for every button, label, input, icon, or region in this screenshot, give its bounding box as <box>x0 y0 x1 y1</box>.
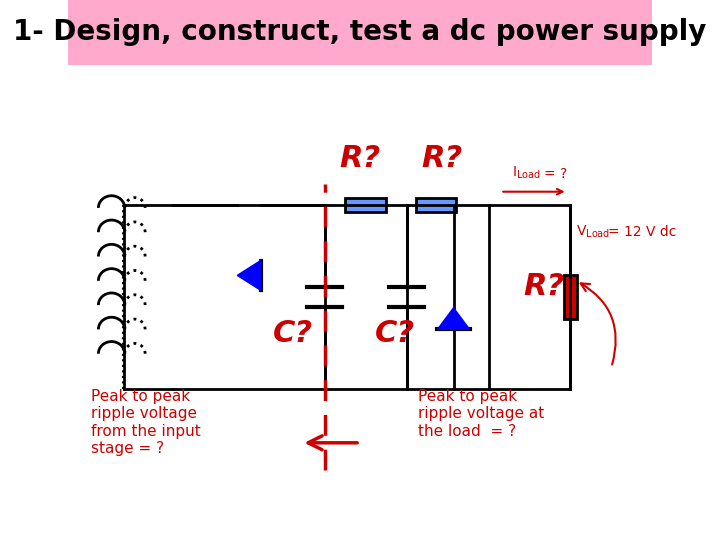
FancyArrowPatch shape <box>581 284 616 364</box>
Text: R?: R? <box>421 144 462 173</box>
Bar <box>346 198 387 212</box>
Text: Peak to peak
ripple voltage
from the input
stage = ?: Peak to peak ripple voltage from the inp… <box>91 389 201 456</box>
Polygon shape <box>237 261 261 291</box>
Text: V$_{\mathrm{Load}}$: V$_{\mathrm{Load}}$ <box>576 224 611 240</box>
Text: Peak to peak
ripple voltage at
the load  = ?: Peak to peak ripple voltage at the load … <box>418 389 545 438</box>
Polygon shape <box>438 308 469 329</box>
Text: C?: C? <box>273 319 312 348</box>
Bar <box>415 198 456 212</box>
Text: R?: R? <box>523 272 564 301</box>
Text: R?: R? <box>339 144 381 173</box>
Text: C?: C? <box>375 319 415 348</box>
Text: 1- Design, construct, test a dc power supply: 1- Design, construct, test a dc power su… <box>13 18 707 46</box>
Text: I$_{\mathrm{Load}}$: I$_{\mathrm{Load}}$ <box>512 165 541 181</box>
Text: = 12 V dc: = 12 V dc <box>608 225 677 239</box>
Bar <box>564 275 577 319</box>
Text: = ?: = ? <box>544 167 567 181</box>
FancyBboxPatch shape <box>68 0 652 65</box>
